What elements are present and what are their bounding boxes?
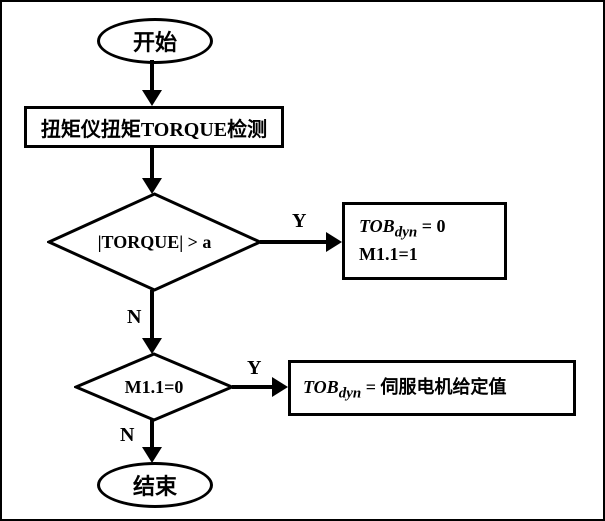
edge-d2-a2 xyxy=(232,385,274,389)
action1-line2: M1.1=1 xyxy=(359,243,445,266)
edge-d1-a1 xyxy=(260,240,328,244)
start-node: 开始 xyxy=(97,18,213,64)
end-node: 结束 xyxy=(97,462,213,508)
edge-d1-a1-label: Y xyxy=(292,210,306,233)
decision1-label: |TORQUE| > a xyxy=(98,232,212,253)
action2-node: TOBdyn = 伺服电机给定值 xyxy=(288,360,576,416)
edge-d2-end-label: N xyxy=(120,424,134,447)
arrow-start-detect xyxy=(142,90,162,106)
arrow-d1-a1 xyxy=(326,232,342,252)
arrow-d2-a2 xyxy=(272,377,288,397)
detect-label: 扭矩仪扭矩TORQUE检测 xyxy=(41,113,267,142)
end-label: 结束 xyxy=(133,469,177,501)
arrow-d2-end xyxy=(142,447,162,463)
action1-content: TOBdyn = 0 M1.1=1 xyxy=(359,215,445,266)
edge-d2-a2-label: Y xyxy=(247,357,261,380)
decision2-text: M1.1=0 xyxy=(74,352,234,422)
flowchart-container: 开始 扭矩仪扭矩TORQUE检测 |TORQUE| > a Y TOBdyn =… xyxy=(0,0,605,521)
edge-detect-d1 xyxy=(150,148,154,180)
action1-line1: TOBdyn = 0 xyxy=(359,215,445,243)
action2-content: TOBdyn = 伺服电机给定值 xyxy=(303,373,506,403)
start-label: 开始 xyxy=(133,25,177,57)
detect-node: 扭矩仪扭矩TORQUE检测 xyxy=(24,106,284,148)
decision1-text: |TORQUE| > a xyxy=(47,192,262,292)
action1-node: TOBdyn = 0 M1.1=1 xyxy=(342,202,507,280)
decision2-label: M1.1=0 xyxy=(125,377,184,398)
edge-d1-d2-label: N xyxy=(127,306,141,329)
edge-d2-end xyxy=(150,420,154,450)
edge-d1-d2 xyxy=(150,290,154,340)
edge-start-detect xyxy=(150,60,154,92)
